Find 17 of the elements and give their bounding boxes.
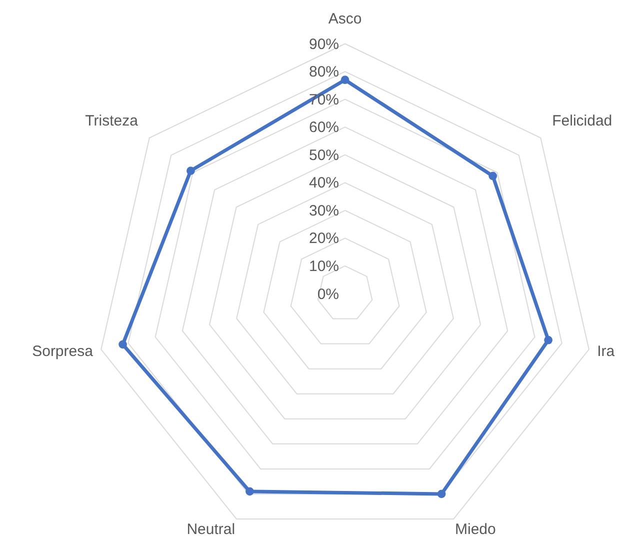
spoke-label: Neutral xyxy=(186,520,236,538)
y-tick-label: 80% xyxy=(308,64,340,81)
y-tick-label: 10% xyxy=(308,258,340,275)
y-tick-label: 60% xyxy=(308,119,340,136)
spoke-label: Tristeza xyxy=(85,112,139,130)
y-tick-label: 90% xyxy=(308,36,340,53)
y-tick-label: 40% xyxy=(308,174,340,192)
spoke-label: Ira xyxy=(597,343,616,360)
spoke-label: Felicidad xyxy=(552,112,612,130)
y-tick-label: 30% xyxy=(308,202,340,220)
y-tick-label: 50% xyxy=(308,146,340,164)
y-tick-label: 0% xyxy=(317,286,340,303)
y-tick-label: 20% xyxy=(308,230,340,248)
y-tick-label: 70% xyxy=(308,91,340,108)
spoke-label: Asco xyxy=(328,10,362,28)
spoke-label: Miedo xyxy=(454,520,496,538)
spoke-label: Sorpresa xyxy=(32,343,94,360)
